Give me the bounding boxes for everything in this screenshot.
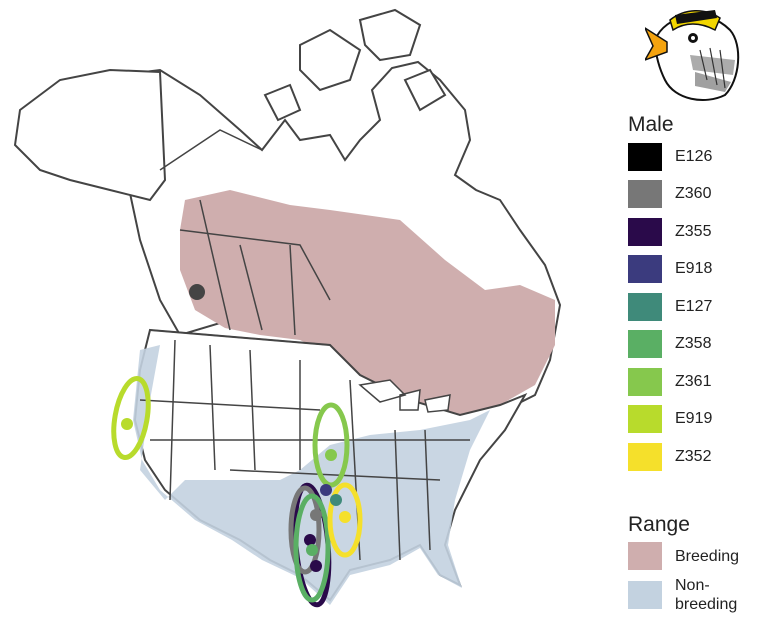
ellipse-e919: [111, 376, 151, 460]
legend-title-male: Male: [628, 113, 674, 136]
mark-z361: [325, 449, 337, 461]
mark-z355: [304, 534, 316, 546]
legend-item-z358: Z358: [628, 326, 759, 364]
legend-title-range: Range: [628, 513, 690, 536]
range-swatch-breeding: [628, 542, 662, 570]
legend-swatch-z361: [628, 367, 662, 396]
legend-swatch-e126: [628, 142, 662, 171]
legend-swatch-e918: [628, 255, 662, 284]
nonbreeding-range: [133, 345, 490, 605]
range-item-breeding: Breeding: [628, 542, 759, 570]
ellipse-z361: [312, 402, 350, 488]
legend-item-e918: E918: [628, 251, 759, 289]
range-label-breeding: Breeding: [675, 547, 740, 565]
range-legend: Range Breeding Non- breeding: [628, 512, 759, 620]
alaska-land: [13, 68, 167, 202]
legend-item-z355: Z355: [628, 213, 759, 251]
legend-item-e126: E126: [628, 138, 759, 176]
legend-item-z360: Z360: [628, 176, 759, 214]
north-america-map: [13, 8, 562, 608]
range-swatch-nonbreeding: [628, 581, 662, 609]
legend-label-e918: E918: [675, 260, 713, 278]
mark-z355-b: [310, 560, 322, 572]
political-boundaries: [139, 129, 470, 561]
legend-label-e919: E919: [675, 410, 713, 428]
legend-label-z358: Z358: [675, 335, 712, 353]
mark-z358: [306, 544, 318, 556]
legend-label-z361: Z361: [675, 372, 712, 390]
mark-z360: [310, 509, 322, 521]
legend-swatch-z355: [628, 217, 662, 246]
mark-e126: [189, 284, 205, 300]
legend-swatch-e127: [628, 292, 662, 321]
legend-label-e127: E127: [675, 297, 713, 315]
ellipse-z360: [288, 485, 322, 575]
legend-item-e127: E127: [628, 288, 759, 326]
great-lakes: [358, 379, 451, 413]
range-label-nonbreeding: Non- breeding: [675, 577, 738, 613]
breeding-range: [180, 190, 555, 425]
legend-label-e126: E126: [675, 147, 713, 165]
mark-e918: [320, 484, 332, 496]
legend-label-z355: Z355: [675, 222, 712, 240]
legend-label-z360: Z360: [675, 185, 712, 203]
male-legend: Male E126 Z360 Z355 E918 E127 Z358 Z361 E919 Z35…: [628, 112, 759, 476]
legend-swatch-z360: [628, 180, 662, 209]
mark-e127: [330, 494, 342, 506]
ellipse-z358: [293, 493, 331, 603]
legend-label-z352: Z352: [675, 447, 712, 465]
legend-item-e919: E919: [628, 401, 759, 439]
legend-swatch-z352: [628, 442, 662, 471]
arctic-islands: [263, 8, 447, 122]
legend-item-z352: Z352: [628, 438, 759, 476]
range-item-nonbreeding: Non- breeding: [628, 576, 759, 614]
mark-e919: [121, 418, 133, 430]
ellipse-z352: [327, 482, 363, 558]
white-throated-sparrow-head-icon: [645, 10, 740, 101]
mark-z352: [339, 511, 351, 523]
male-tracking-marks: [111, 284, 363, 608]
legend-swatch-z358: [628, 330, 662, 359]
legend-swatch-e919: [628, 405, 662, 434]
legend-item-z361: Z361: [628, 363, 759, 401]
